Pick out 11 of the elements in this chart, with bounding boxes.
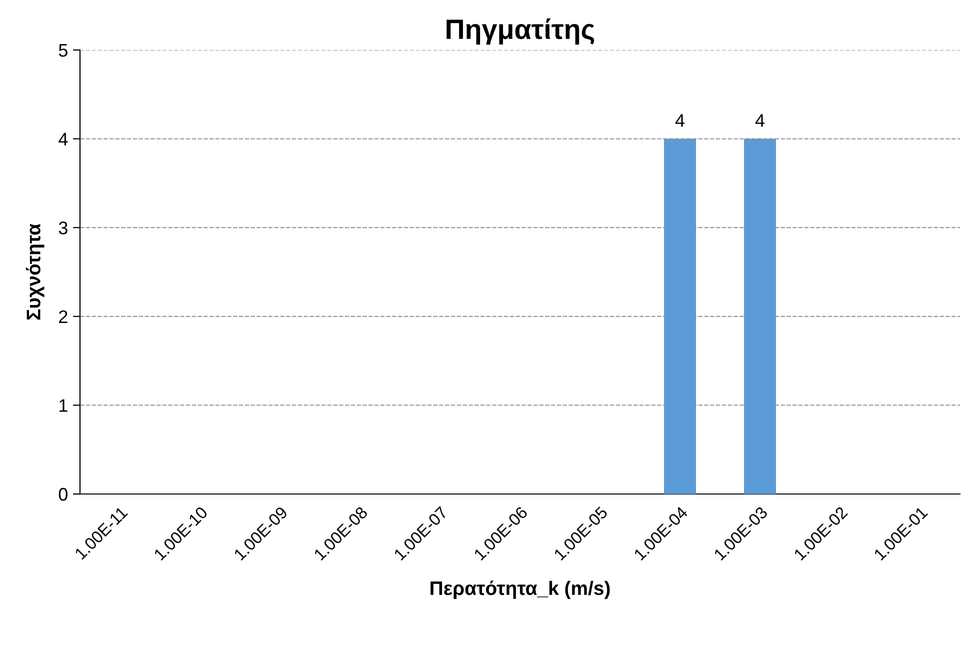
data-label: 4 xyxy=(755,114,764,127)
y-tick-label: 2 xyxy=(59,310,68,323)
y-tick-label: 5 xyxy=(58,44,68,57)
y-tick-label: 4 xyxy=(58,132,68,146)
data-label: 4 xyxy=(675,114,684,127)
x-axis-title: Περατότητα_k (m/s) xyxy=(430,580,610,599)
y-tick-label: 3 xyxy=(58,222,68,234)
y-axis-title: Συχνότητα xyxy=(26,224,44,320)
chart-title: Πηγματίτης xyxy=(446,18,594,45)
y-tick-label: 0 xyxy=(58,488,68,501)
y-tick-label: 1 xyxy=(60,399,68,412)
